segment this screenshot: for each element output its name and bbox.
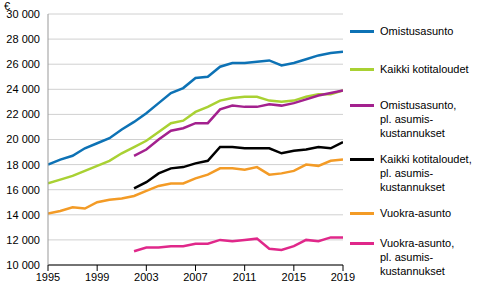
svg-text:28 000: 28 000 bbox=[8, 33, 40, 45]
svg-text:2015: 2015 bbox=[282, 271, 306, 283]
svg-text:18 000: 18 000 bbox=[8, 159, 40, 171]
html-text:kustannukset: kustannukset bbox=[380, 265, 445, 277]
svg-text:2003: 2003 bbox=[134, 271, 158, 283]
html-text:Kaikki kotitaloudet,: Kaikki kotitaloudet, bbox=[380, 153, 472, 165]
svg-text:14 000: 14 000 bbox=[8, 209, 40, 221]
html-text:Kaikki kotitaloudet: Kaikki kotitaloudet bbox=[380, 63, 469, 75]
html-text:kustannukset: kustannukset bbox=[380, 181, 445, 193]
html-text:pl. asumis-: pl. asumis- bbox=[380, 251, 434, 263]
svg-text:22 000: 22 000 bbox=[8, 108, 40, 120]
svg-text:2007: 2007 bbox=[183, 271, 207, 283]
html-text:Vuokra-asunto: Vuokra-asunto bbox=[380, 207, 452, 219]
html-text:Vuokra-asunto,: Vuokra-asunto, bbox=[380, 237, 455, 249]
svg-text:12 000: 12 000 bbox=[8, 234, 40, 246]
html-text:Omistusasunto,: Omistusasunto, bbox=[380, 99, 457, 111]
svg-text:24 000: 24 000 bbox=[8, 83, 40, 95]
svg-text:1999: 1999 bbox=[85, 271, 109, 283]
svg-text:2019: 2019 bbox=[331, 271, 355, 283]
svg-text:10 000: 10 000 bbox=[8, 259, 40, 271]
html-text:kustannukset: kustannukset bbox=[380, 127, 445, 139]
html-text:Omistusasunto: Omistusasunto bbox=[380, 25, 454, 37]
html-text:pl. asumis-: pl. asumis- bbox=[380, 113, 434, 125]
svg-text:26 000: 26 000 bbox=[8, 58, 40, 70]
svg-text:30 000: 30 000 bbox=[8, 8, 40, 20]
svg-text:1995: 1995 bbox=[36, 271, 60, 283]
svg-text:2011: 2011 bbox=[233, 271, 257, 283]
svg-text:20 000: 20 000 bbox=[8, 133, 40, 145]
svg-text:16 000: 16 000 bbox=[8, 184, 40, 196]
html-text:pl. asumis-: pl. asumis- bbox=[380, 167, 434, 179]
